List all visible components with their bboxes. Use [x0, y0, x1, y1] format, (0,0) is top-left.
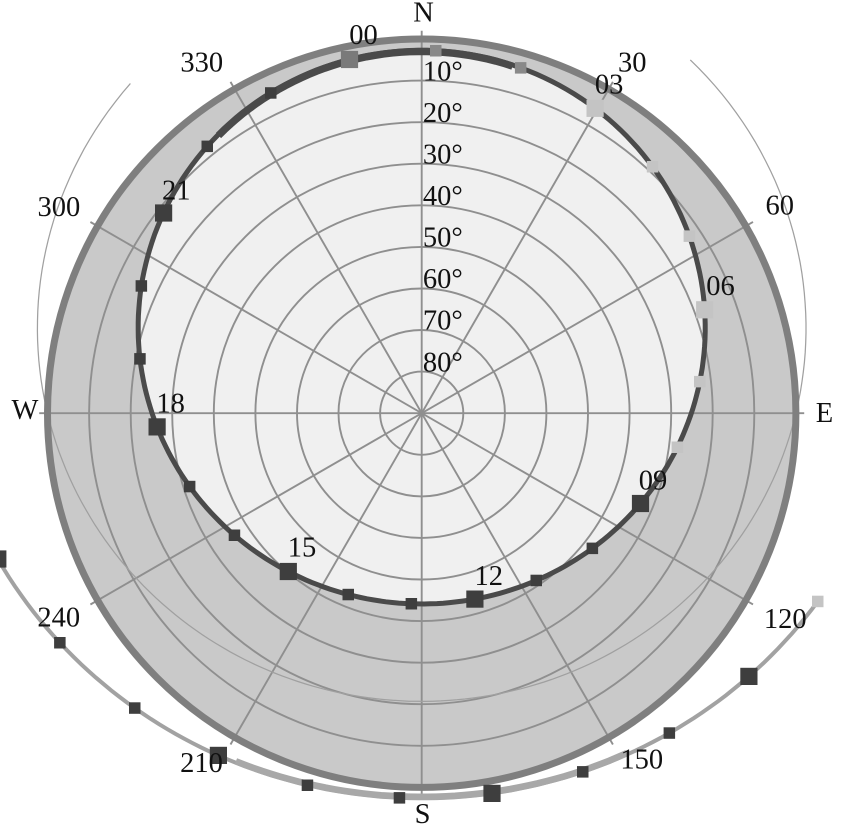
svg-text:240: 240: [37, 602, 80, 633]
svg-text:330: 330: [180, 47, 223, 78]
svg-text:00: 00: [349, 20, 378, 51]
svg-text:N: N: [413, 0, 434, 28]
svg-text:W: W: [11, 395, 38, 426]
svg-text:15: 15: [288, 533, 317, 564]
svg-text:30: 30: [618, 47, 647, 78]
svg-text:S: S: [415, 799, 431, 830]
svg-text:50°: 50°: [423, 223, 463, 254]
svg-text:09: 09: [639, 466, 668, 497]
svg-text:E: E: [816, 398, 833, 429]
svg-text:300: 300: [38, 192, 81, 223]
svg-text:60: 60: [765, 191, 794, 222]
svg-text:18: 18: [156, 389, 185, 420]
svg-text:20°: 20°: [423, 98, 463, 129]
svg-text:60°: 60°: [423, 264, 463, 295]
svg-text:40°: 40°: [423, 181, 463, 212]
svg-text:21: 21: [162, 176, 191, 207]
svg-text:150: 150: [620, 745, 663, 776]
svg-text:210: 210: [180, 748, 223, 779]
svg-text:70°: 70°: [423, 306, 463, 337]
svg-text:80°: 80°: [423, 347, 463, 378]
svg-text:06: 06: [706, 271, 735, 302]
svg-text:12: 12: [475, 561, 504, 592]
svg-text:120: 120: [764, 604, 807, 635]
svg-text:03: 03: [595, 70, 624, 101]
svg-text:10°: 10°: [423, 56, 463, 87]
svg-text:30°: 30°: [423, 139, 463, 170]
